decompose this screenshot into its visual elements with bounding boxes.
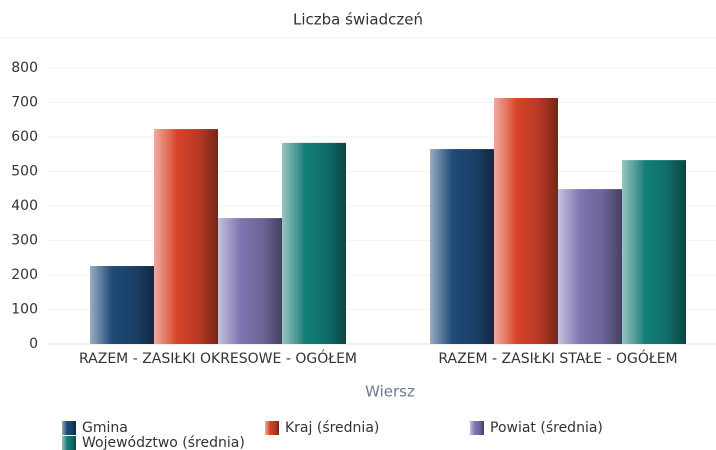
legend-swatch — [265, 421, 279, 435]
y-tick-label: 500 — [11, 164, 38, 180]
y-tick-label: 100 — [11, 302, 38, 318]
legend-label: Powiat (średnia) — [490, 420, 603, 436]
y-tick-label: 400 — [11, 198, 38, 214]
x-tick-label: RAZEM - ZASIŁKI OKRESOWE - OGÓŁEM — [79, 349, 357, 367]
legend-swatch — [62, 421, 76, 435]
legend-label: Województwo (średnia) — [82, 435, 245, 450]
y-tick-label: 200 — [11, 267, 38, 283]
bar — [430, 149, 494, 344]
bar — [494, 98, 558, 344]
bar — [154, 129, 218, 344]
legend-label: Gmina — [82, 420, 128, 436]
x-tick-label: RAZEM - ZASIŁKI STAŁE - OGÓŁEM — [438, 349, 677, 367]
legend-label: Kraj (średnia) — [285, 420, 379, 436]
y-tick-label: 800 — [11, 60, 38, 76]
bar — [90, 266, 154, 344]
chart-title: Liczba świadczeń — [293, 11, 423, 29]
y-tick-label: 600 — [11, 129, 38, 145]
legend-swatch — [470, 421, 484, 435]
title-bar — [0, 0, 716, 38]
bar — [622, 160, 686, 344]
legend-swatch — [62, 436, 76, 450]
y-tick-label: 300 — [11, 233, 38, 249]
y-tick-label: 700 — [11, 95, 38, 111]
x-axis-label: Wiersz — [365, 383, 415, 401]
y-tick-label: 0 — [29, 336, 38, 352]
bar — [282, 142, 346, 344]
bar — [558, 189, 622, 344]
bar — [218, 218, 282, 344]
